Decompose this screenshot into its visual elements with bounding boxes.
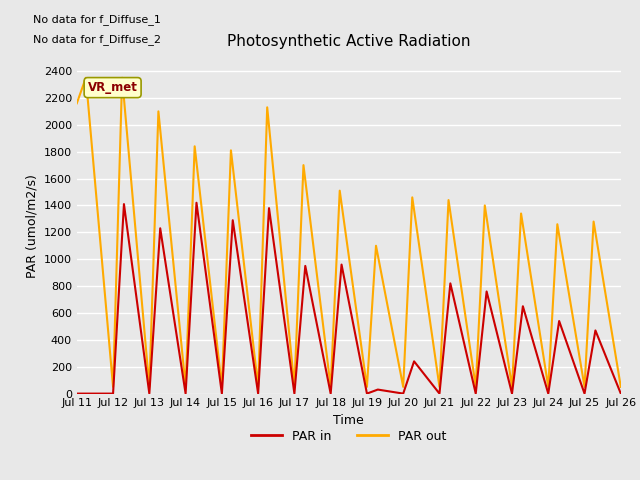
Y-axis label: PAR (umol/m2/s): PAR (umol/m2/s) bbox=[25, 174, 38, 277]
Text: No data for f_Diffuse_2: No data for f_Diffuse_2 bbox=[33, 34, 161, 45]
Title: Photosynthetic Active Radiation: Photosynthetic Active Radiation bbox=[227, 35, 470, 49]
Legend: PAR in, PAR out: PAR in, PAR out bbox=[246, 425, 451, 448]
X-axis label: Time: Time bbox=[333, 414, 364, 427]
Text: No data for f_Diffuse_1: No data for f_Diffuse_1 bbox=[33, 14, 161, 25]
Text: VR_met: VR_met bbox=[88, 81, 138, 94]
